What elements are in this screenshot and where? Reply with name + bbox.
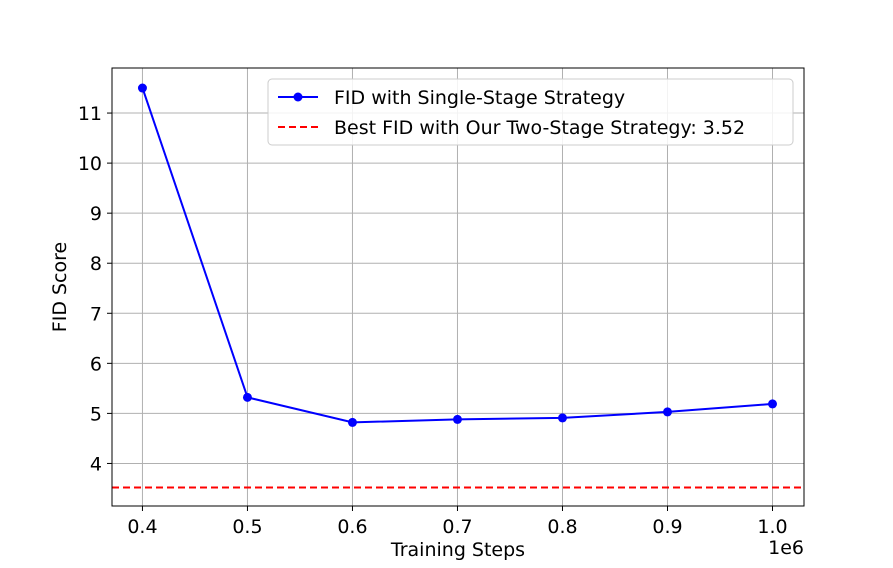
x-tick-label: 0.8 xyxy=(547,516,577,538)
data-point xyxy=(347,417,357,427)
y-tick-label: 8 xyxy=(90,253,102,275)
data-point xyxy=(452,414,462,424)
legend: FID with Single-Stage Strategy Best FID w… xyxy=(267,78,794,146)
y-axis-label: FID Score xyxy=(49,242,71,332)
y-axis-ticks: 4 5 6 7 8 9 10 11 xyxy=(78,103,112,475)
plot-area-frame xyxy=(111,67,805,507)
x-tick-label: 0.5 xyxy=(232,516,262,538)
y-tick-label: 11 xyxy=(78,103,102,125)
x-tick-label: 0.4 xyxy=(127,516,157,538)
legend-series-label: FID with Single-Stage Strategy xyxy=(334,87,625,109)
x-axis-label: Training Steps xyxy=(390,539,525,561)
x-axis-offset-label: 1e6 xyxy=(768,537,804,559)
data-point xyxy=(137,83,147,93)
y-tick-label: 9 xyxy=(90,203,102,225)
y-tick-label: 5 xyxy=(90,403,102,425)
data-point xyxy=(662,407,672,417)
x-tick-label: 0.7 xyxy=(442,516,472,538)
x-tick-label: 0.9 xyxy=(652,516,682,538)
data-point xyxy=(767,399,777,409)
legend-frame xyxy=(267,78,794,146)
data-point xyxy=(557,413,567,423)
y-tick-label: 6 xyxy=(90,353,102,375)
series xyxy=(137,83,777,427)
y-tick-label: 10 xyxy=(78,153,102,175)
legend-reference-label: Best FID with Our Two-Stage Strategy: 3.… xyxy=(334,117,745,139)
data-point xyxy=(242,392,252,402)
y-tick-label: 7 xyxy=(90,303,102,325)
x-axis-ticks: 0.4 0.5 0.6 0.7 0.8 0.9 1.0 xyxy=(127,506,788,538)
y-tick-label: 4 xyxy=(90,453,102,475)
x-tick-label: 0.6 xyxy=(337,516,367,538)
x-tick-label: 1.0 xyxy=(757,516,787,538)
legend-series-marker xyxy=(293,92,303,102)
